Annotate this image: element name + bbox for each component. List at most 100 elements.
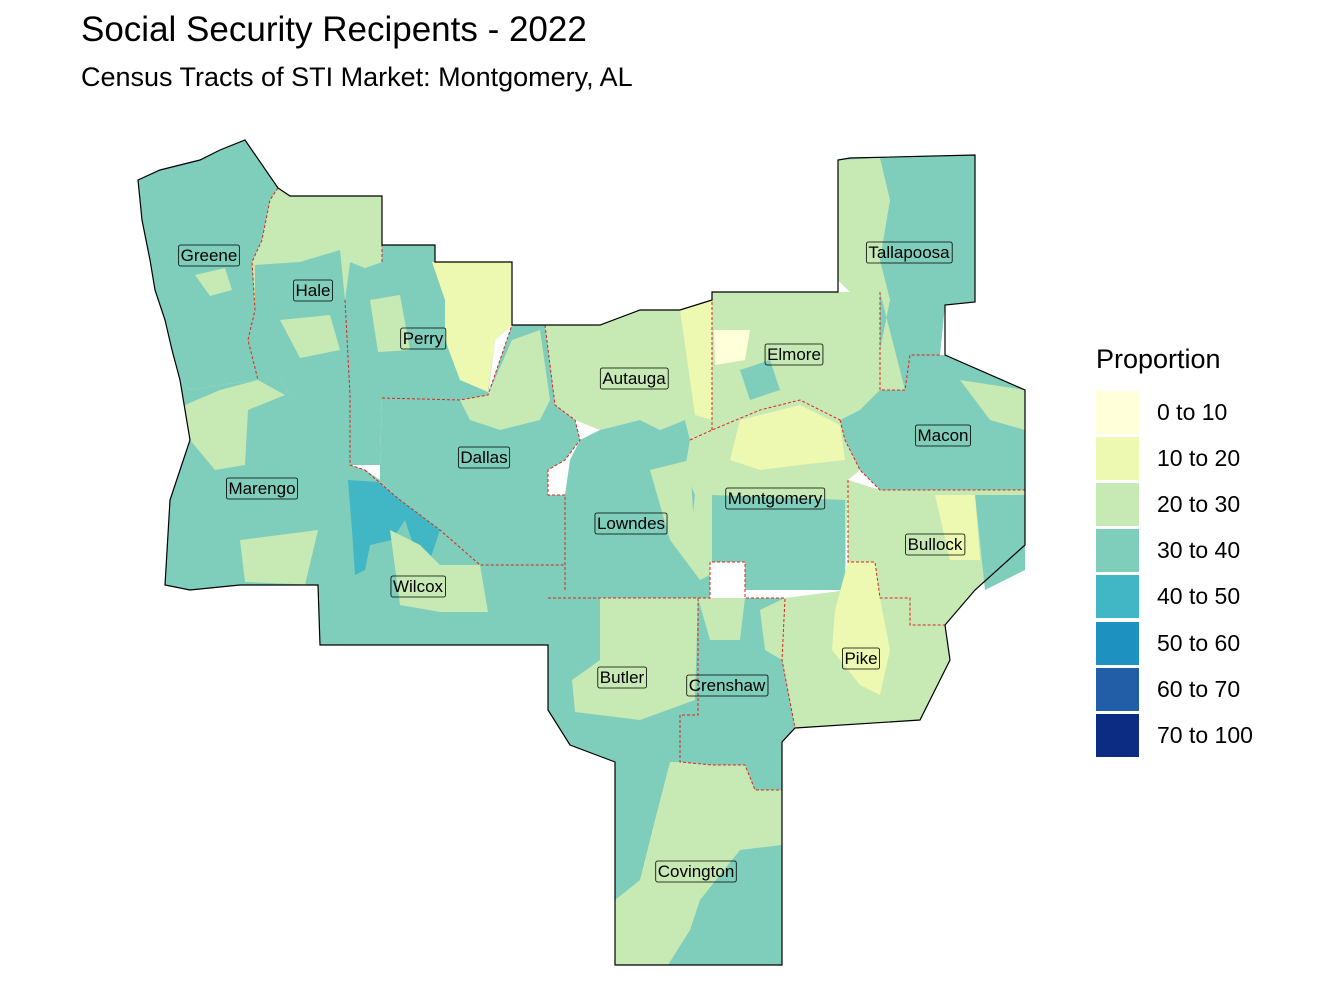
county-label-wilcox: Wilcox <box>390 575 446 598</box>
county-label-box <box>226 477 298 500</box>
county-label-box <box>457 446 511 469</box>
legend-swatch <box>1096 713 1139 757</box>
county-label-tallapoosa: Tallapoosa <box>865 241 953 264</box>
county-label-text: Lowndes <box>597 514 665 533</box>
county-label-box <box>686 674 769 697</box>
county-label-butler: Butler <box>597 666 647 689</box>
county-greene <box>138 140 278 390</box>
legend-label: 20 to 30 <box>1157 490 1241 517</box>
legend: Proportion 0 to 10 10 to 20 20 to 30 30 to … <box>1096 344 1253 759</box>
tract-lowndes-a <box>650 460 710 580</box>
county-label-montgomery: Montgomery <box>725 487 826 510</box>
county-label-text: Hale <box>296 281 331 300</box>
county-label-box <box>865 241 953 264</box>
county-label-crenshaw: Crenshaw <box>686 674 769 697</box>
county-labels: Greene Hale Perry Marengo Dallas Wilcox Autaug… <box>178 241 971 883</box>
legend-item: 70 to 100 <box>1096 712 1253 758</box>
county-label-text: Perry <box>403 329 444 348</box>
county-label-text: Autauga <box>602 369 666 388</box>
legend-items: 0 to 10 10 to 20 20 to 30 30 to 40 40 to 50 5… <box>1096 389 1253 759</box>
legend-label: 60 to 70 <box>1157 675 1241 702</box>
legend-label: 70 to 100 <box>1157 721 1253 748</box>
county-label-macon: Macon <box>915 424 971 447</box>
tract-perry-a <box>432 262 512 392</box>
county-label-bullock: Bullock <box>905 533 966 556</box>
county-label-hale: Hale <box>293 279 333 302</box>
tract-bullock-b <box>975 495 1025 590</box>
legend-item: 0 to 10 <box>1096 389 1253 435</box>
tract-butler-a <box>572 598 698 720</box>
legend-swatch <box>1096 575 1139 619</box>
legend-item: 50 to 60 <box>1096 620 1253 666</box>
tract-greene-a <box>195 268 232 296</box>
choropleth-map: Greene Hale Perry Marengo Dallas Wilcox Autaug… <box>137 139 1026 966</box>
tract-crenshaw-b <box>760 598 785 660</box>
county-label-box <box>400 327 447 350</box>
tract-elmore-a <box>714 330 750 365</box>
legend-item: 40 to 50 <box>1096 574 1253 620</box>
tract-marengo-a <box>185 380 285 470</box>
county-label-box <box>390 575 446 598</box>
county-label-pike: Pike <box>842 647 880 670</box>
county-label-text: Dallas <box>460 448 507 467</box>
legend-swatch <box>1096 390 1139 434</box>
county-label-text: Marengo <box>228 479 295 498</box>
county-label-perry: Perry <box>400 327 447 350</box>
legend-swatch <box>1096 482 1139 526</box>
legend-label: 50 to 60 <box>1157 629 1241 656</box>
county-label-box <box>594 512 668 535</box>
legend-item: 30 to 40 <box>1096 528 1253 574</box>
legend-swatch <box>1096 529 1139 573</box>
tract-crenshaw-a <box>698 598 745 640</box>
county-label-lowndes: Lowndes <box>594 512 668 535</box>
tract-elmore-b <box>740 360 780 400</box>
county-label-box <box>905 533 966 556</box>
tract-wilcox-b <box>390 530 488 612</box>
county-label-box <box>293 279 333 302</box>
tract-covington-a <box>615 762 670 900</box>
county-label-text: Tallapoosa <box>868 243 950 262</box>
legend-swatch <box>1096 667 1139 711</box>
tract-tallapoosa-a <box>838 158 905 390</box>
legend-label: 0 to 10 <box>1157 398 1228 425</box>
tract-dallas-a <box>460 330 550 430</box>
legend-label: 30 to 40 <box>1157 537 1241 564</box>
county-label-text: Greene <box>181 246 238 265</box>
legend-item: 10 to 20 <box>1096 435 1253 481</box>
county-lowndes <box>548 420 710 598</box>
tract-macon-a <box>960 380 1025 430</box>
region-outline <box>137 139 1026 966</box>
tract-pike-a <box>832 562 890 695</box>
county-label-dallas: Dallas <box>457 446 511 469</box>
county-label-marengo: Marengo <box>226 477 298 500</box>
county-label-text: Wilcox <box>393 577 444 596</box>
county-label-text: Bullock <box>908 535 963 554</box>
legend-label: 40 to 50 <box>1157 583 1241 610</box>
county-label-elmore: Elmore <box>764 343 824 366</box>
tract-montgomery-a <box>730 405 845 470</box>
county-label-box <box>597 666 647 689</box>
county-label-box <box>915 424 971 447</box>
county-label-text: Crenshaw <box>689 676 766 695</box>
tract-hale-b <box>280 315 340 358</box>
county-borders <box>247 187 1025 791</box>
county-label-autauga: Autauga <box>599 367 669 390</box>
legend-swatch <box>1096 436 1139 480</box>
tract-marengo-b <box>240 530 318 585</box>
county-label-text: Montgomery <box>728 489 823 508</box>
tract-perry-b <box>370 295 410 352</box>
tract-bullock-a <box>935 495 980 560</box>
tract-autauga-a <box>680 300 712 420</box>
county-label-text: Butler <box>600 668 645 687</box>
county-label-box <box>764 343 824 366</box>
county-autauga <box>545 300 712 440</box>
county-label-box <box>178 244 240 267</box>
tract-covington-b <box>668 845 782 965</box>
county-label-box <box>599 367 669 390</box>
map-subtitle: Census Tracts of STI Market: Montgomery,… <box>81 62 633 92</box>
legend-label: 10 to 20 <box>1157 444 1241 471</box>
legend-item: 20 to 30 <box>1096 481 1253 527</box>
county-label-box <box>655 860 737 883</box>
county-label-box <box>842 647 880 670</box>
legend-swatch <box>1096 621 1139 665</box>
